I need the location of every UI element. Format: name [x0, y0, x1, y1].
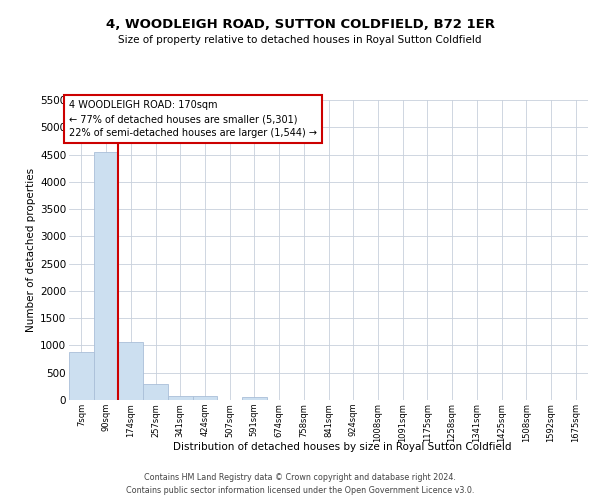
Bar: [193, 396, 217, 400]
Text: Size of property relative to detached houses in Royal Sutton Coldfield: Size of property relative to detached ho…: [118, 35, 482, 45]
Bar: [94, 152, 118, 400]
Text: 4, WOODLEIGH ROAD, SUTTON COLDFIELD, B72 1ER: 4, WOODLEIGH ROAD, SUTTON COLDFIELD, B72…: [106, 18, 494, 30]
Text: Distribution of detached houses by size in Royal Sutton Coldfield: Distribution of detached houses by size …: [173, 442, 511, 452]
Bar: [118, 342, 143, 400]
Y-axis label: Number of detached properties: Number of detached properties: [26, 168, 36, 332]
Text: Contains HM Land Registry data © Crown copyright and database right 2024.
Contai: Contains HM Land Registry data © Crown c…: [126, 474, 474, 495]
Bar: [242, 397, 267, 400]
Text: 4 WOODLEIGH ROAD: 170sqm
← 77% of detached houses are smaller (5,301)
22% of sem: 4 WOODLEIGH ROAD: 170sqm ← 77% of detach…: [69, 100, 317, 138]
Bar: [168, 396, 193, 400]
Bar: [69, 352, 94, 400]
Bar: [143, 384, 168, 400]
